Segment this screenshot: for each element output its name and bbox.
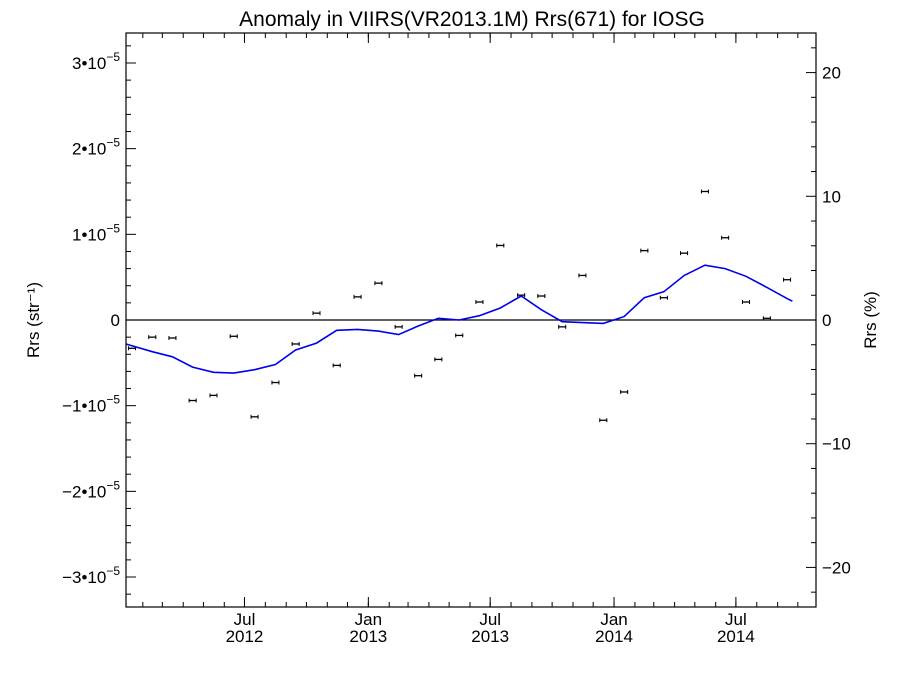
data-point [496, 243, 505, 248]
data-point [620, 389, 629, 394]
y-left-tick-label: 3•10−5 [72, 50, 120, 73]
y-left-tick-label: 0 [111, 311, 120, 330]
x-tick-label-month: Jul [479, 610, 501, 629]
data-point [250, 414, 259, 419]
x-tick-label-year: 2014 [717, 627, 755, 646]
data-point [537, 294, 546, 299]
y-axis-label-left: Rrs (str⁻¹) [24, 282, 43, 358]
data-point [291, 341, 300, 346]
y-right-tick-label: 20 [822, 64, 841, 83]
data-point [312, 311, 321, 316]
data-point [455, 333, 464, 338]
x-tick-label-month: Jul [725, 610, 747, 629]
y-left-tick-label: −1•10−5 [62, 393, 120, 416]
data-point [332, 363, 341, 368]
y-left-tick-label: −3•10−5 [62, 564, 120, 587]
data-point [374, 281, 383, 286]
y-left-tick-label: 2•10−5 [72, 136, 120, 159]
data-point [209, 393, 218, 398]
data-point [353, 294, 362, 299]
y-axis-label-right: Rrs (%) [861, 291, 880, 349]
data-point [680, 251, 689, 256]
data-point [599, 418, 608, 423]
data-point [434, 357, 443, 362]
x-tick-label-month: Jan [600, 610, 627, 629]
data-point [271, 380, 280, 385]
series-layer [125, 189, 793, 423]
y-right-tick-label: 10 [822, 187, 841, 206]
data-point [700, 189, 709, 194]
data-point [188, 398, 197, 403]
data-point [783, 277, 792, 282]
data-point [721, 235, 730, 240]
x-tick-label-month: Jul [234, 610, 256, 629]
data-point [229, 334, 238, 339]
x-tick-label-year: 2013 [471, 627, 509, 646]
y-left-tick-label: −2•10−5 [62, 478, 120, 501]
data-point [659, 295, 668, 300]
x-tick-label-year: 2014 [595, 627, 633, 646]
smoothed-series-line [125, 264, 793, 374]
data-point [741, 300, 750, 305]
data-point [640, 248, 649, 253]
data-point [414, 373, 423, 378]
data-point [558, 324, 567, 329]
y-right-tick-label: 0 [822, 311, 831, 330]
x-tick-label-year: 2012 [226, 627, 264, 646]
y-right-tick-label: −10 [822, 435, 851, 454]
data-point [578, 273, 587, 278]
x-tick-label-year: 2013 [349, 627, 387, 646]
x-tick-label-month: Jan [355, 610, 382, 629]
y-left-tick-label: 1•10−5 [72, 221, 120, 244]
data-point [475, 300, 484, 305]
data-point [168, 335, 177, 340]
data-point [762, 316, 771, 321]
data-point [394, 324, 403, 329]
data-point [148, 335, 157, 340]
axes-layer: −3•10−5 −2•10−5 −1•10−5 0 1•10−5 2•10−5 3•10−5… [62, 32, 851, 646]
y-right-tick-label: −20 [822, 558, 851, 577]
chart-title: Anomaly in VIIRS(VR2013.1M) Rrs(671) for… [239, 8, 705, 31]
